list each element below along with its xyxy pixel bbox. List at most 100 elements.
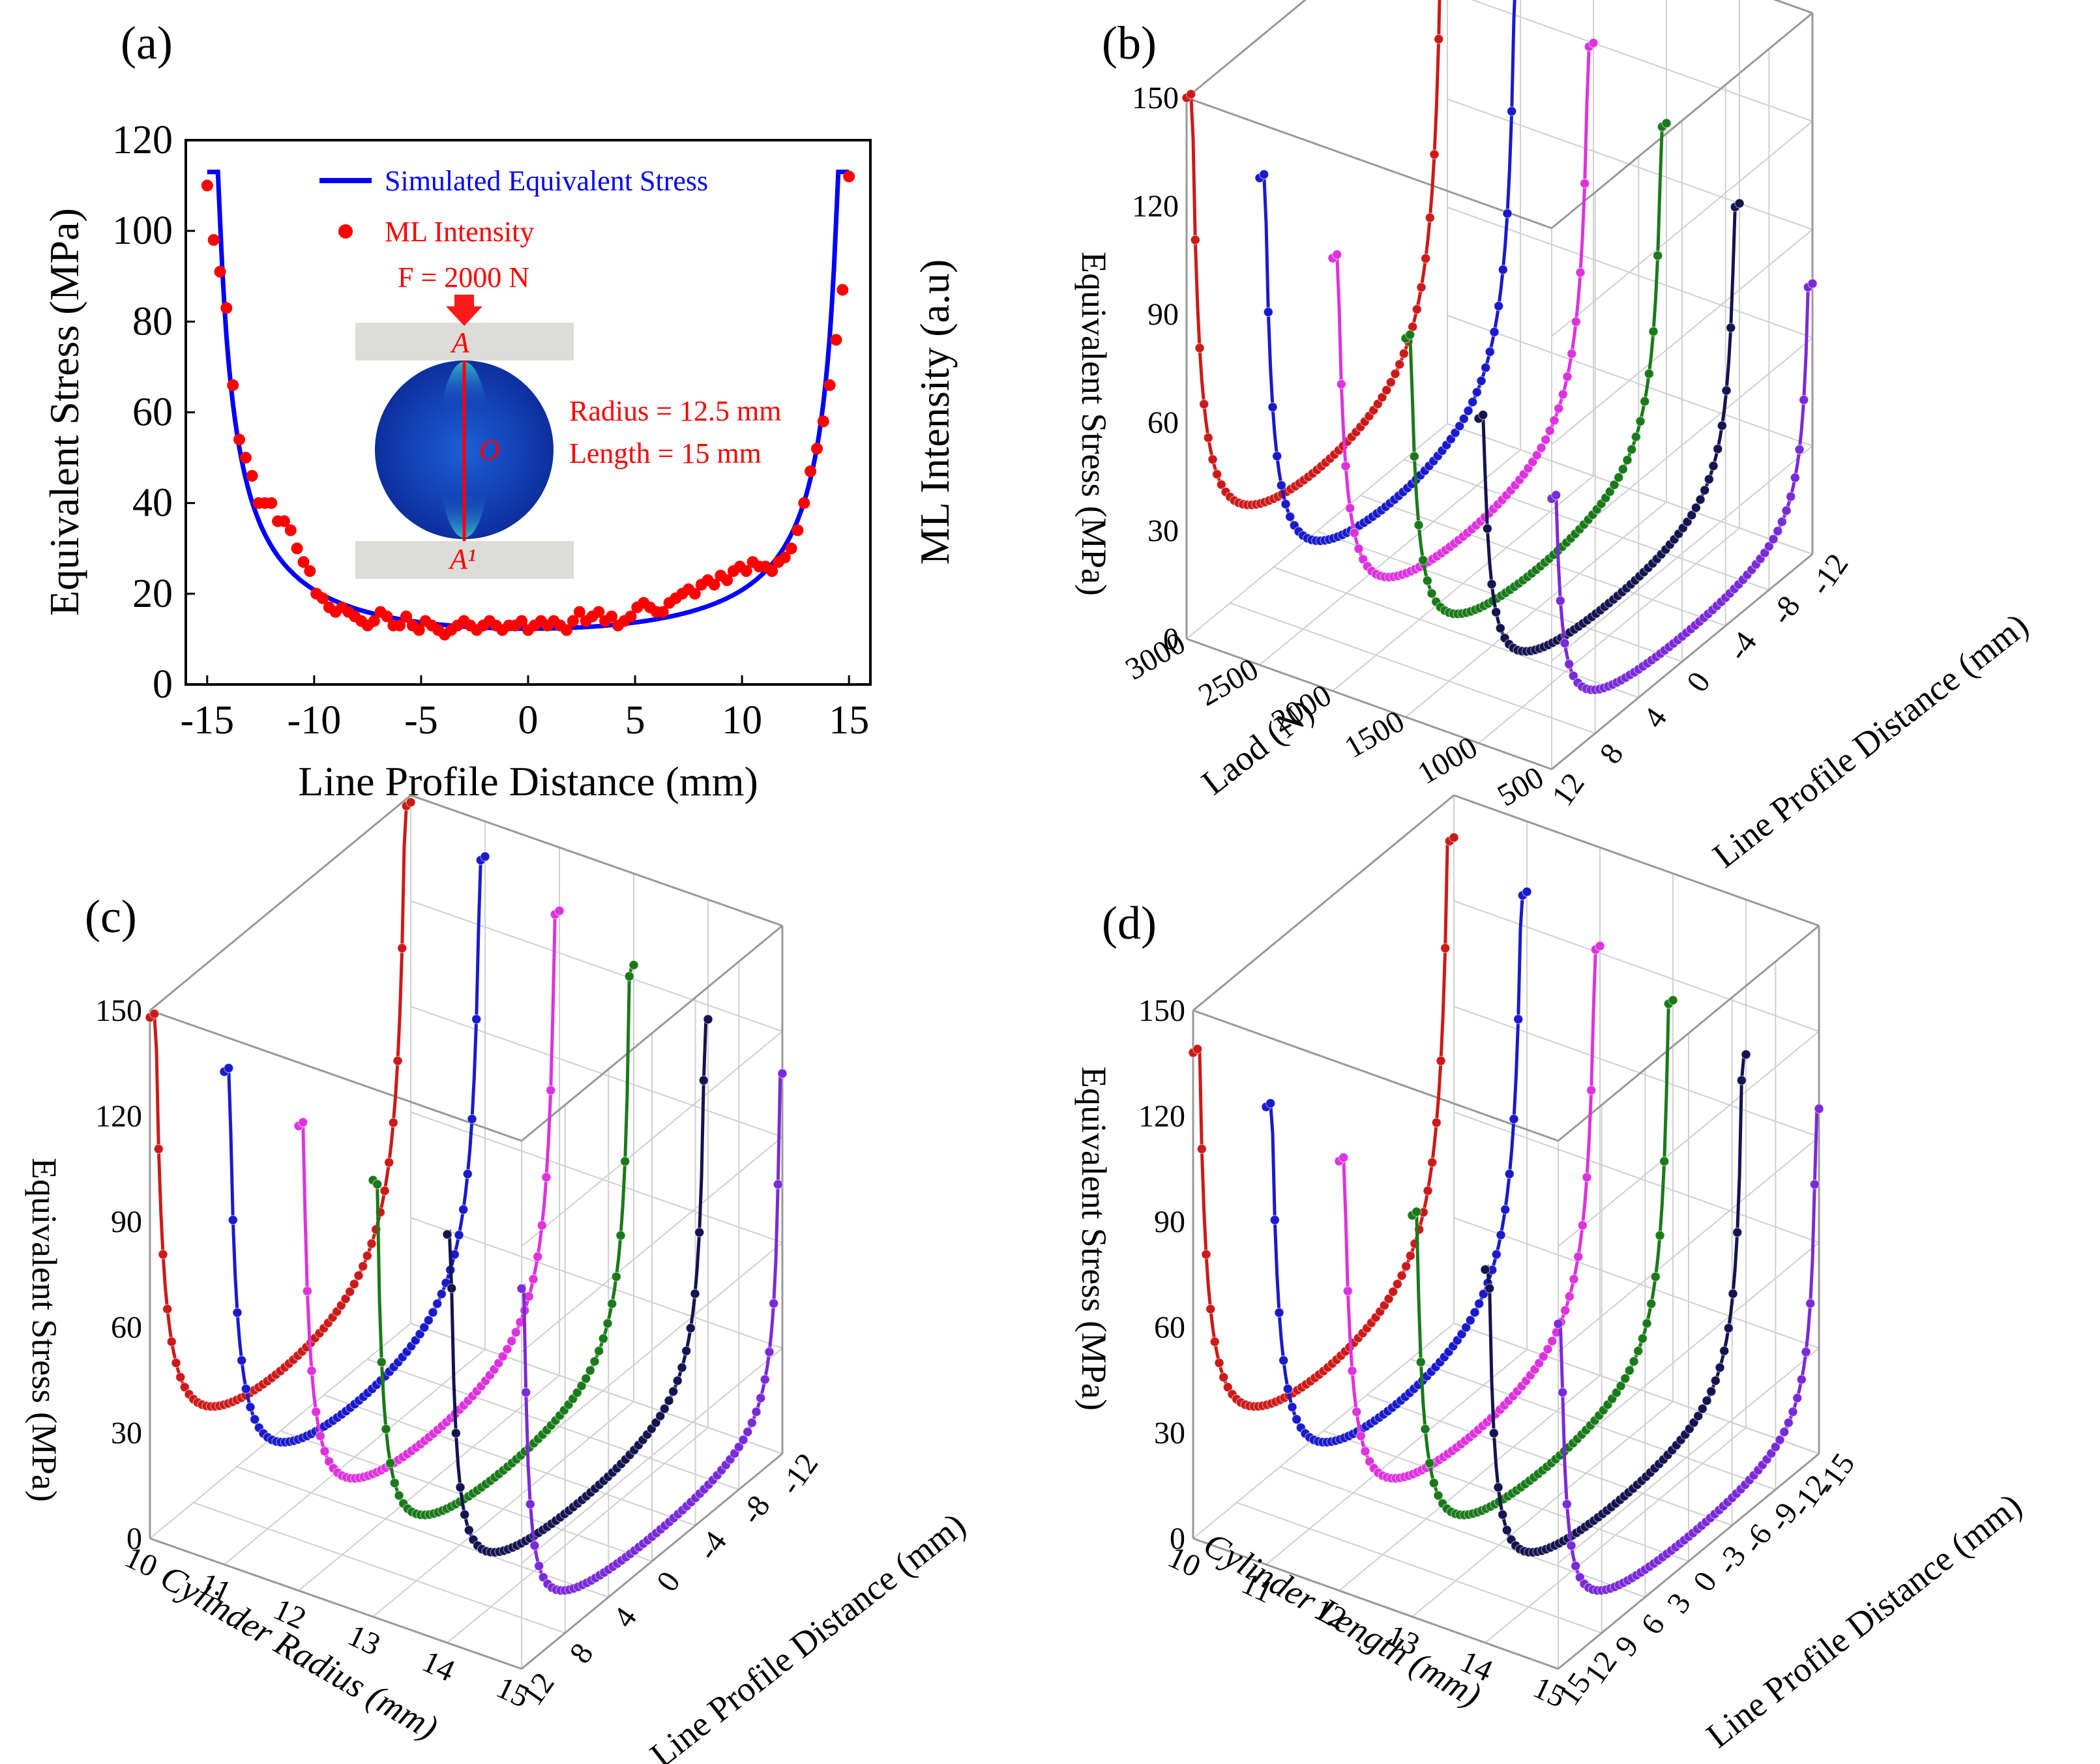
- ml-intensity-point: [778, 551, 791, 564]
- series-curve: [1188, 832, 1459, 1412]
- param-tick-label: 14: [417, 1644, 460, 1688]
- series-point: [554, 905, 565, 916]
- series-point: [389, 1478, 400, 1488]
- series-point: [1480, 1264, 1490, 1275]
- stress-tick-label: 0: [126, 1521, 142, 1556]
- series-point: [1280, 499, 1291, 509]
- series-point: [1726, 323, 1736, 333]
- series-point: [1814, 1104, 1824, 1114]
- series-line: [1258, 0, 1516, 543]
- series-point: [1642, 1318, 1652, 1329]
- series-point: [394, 1490, 404, 1501]
- series-point: [1493, 1482, 1503, 1493]
- ml-intensity-point: [606, 610, 617, 623]
- series-point: [175, 1372, 186, 1383]
- series-point: [751, 1407, 762, 1417]
- inset-diagram: F = 2000 N A O A¹ Radius = 12.5 mm Lengt…: [355, 261, 782, 579]
- bottom-platen: [355, 541, 574, 579]
- ml-intensity-point: [317, 592, 329, 604]
- profile-tick-label: 3: [1661, 1587, 1698, 1619]
- ml-intensity-point: [657, 606, 669, 618]
- series-point: [1721, 385, 1732, 396]
- d-xlabel: Cylinder Length (mm): [1197, 1524, 1488, 1714]
- series-point: [1463, 405, 1473, 416]
- series-point: [1421, 253, 1431, 264]
- series-point: [681, 1345, 692, 1356]
- grid-line: [1453, 1323, 1820, 1454]
- stress-tick-label: 120: [95, 1099, 142, 1134]
- series-point: [1470, 1307, 1480, 1317]
- series-point: [1263, 307, 1273, 317]
- series-point: [1653, 250, 1663, 261]
- series-point: [349, 1279, 359, 1289]
- series-point: [1633, 1345, 1644, 1356]
- stress-tick-label: 0: [1163, 622, 1179, 656]
- stress-tick-label: 150: [1132, 81, 1179, 115]
- series-point: [1481, 362, 1491, 373]
- series-curve: [442, 1014, 713, 1557]
- series-point: [1693, 1411, 1704, 1421]
- series-point: [703, 1014, 713, 1025]
- series-point: [1558, 389, 1568, 400]
- axis-line: [1192, 794, 1455, 1012]
- series-point: [1455, 420, 1465, 432]
- ml-intensity-point: [785, 542, 797, 555]
- series-point: [372, 1179, 383, 1190]
- profile-tick-label: -8: [1764, 590, 1807, 631]
- series-point: [690, 1288, 700, 1299]
- series-point: [1509, 1113, 1519, 1125]
- series-point: [1569, 1274, 1579, 1284]
- series-point: [1358, 554, 1368, 565]
- series-point: [1496, 1229, 1506, 1241]
- series-point: [1428, 1478, 1439, 1488]
- series-point: [1285, 512, 1295, 522]
- ml-intensity-point: [740, 565, 752, 577]
- series-point: [1622, 455, 1633, 465]
- series-point: [250, 1414, 260, 1424]
- series-point: [1196, 1143, 1207, 1154]
- series-point: [1640, 396, 1650, 407]
- grid-line: [1273, 566, 1639, 698]
- series-point: [1543, 1344, 1553, 1355]
- series-point: [1536, 443, 1546, 453]
- stress-tick-label: 120: [1138, 1099, 1185, 1134]
- grid-line: [410, 1323, 783, 1454]
- series-point: [1566, 1540, 1576, 1551]
- a-ytick-label: 100: [112, 209, 173, 253]
- series-point: [1347, 1366, 1357, 1376]
- series-point: [1382, 385, 1392, 396]
- series-point: [1571, 316, 1581, 327]
- series-point: [1276, 480, 1286, 491]
- series-point: [1436, 1055, 1446, 1066]
- series-point: [1783, 1417, 1794, 1428]
- series-point: [1541, 434, 1551, 445]
- series-point: [1736, 1075, 1747, 1085]
- series-point: [353, 1271, 364, 1281]
- series-point: [1609, 480, 1619, 490]
- series-point: [541, 1172, 552, 1183]
- ml-intensity-point: [214, 265, 226, 278]
- series-point: [319, 1446, 330, 1456]
- axis-line: [149, 794, 411, 1012]
- series-point: [1560, 638, 1570, 649]
- series-point: [1360, 1446, 1370, 1456]
- series-curve: [1407, 995, 1678, 1520]
- param-tick-label: 2500: [1192, 652, 1264, 713]
- param-tick-label: 13: [343, 1618, 386, 1662]
- ml-intensity-point: [811, 443, 823, 455]
- ml-intensity-point: [625, 610, 637, 623]
- series-point: [1501, 1525, 1512, 1535]
- series-curve: [368, 960, 639, 1520]
- b-ylabel: Equivalent Stress (MPa): [1074, 252, 1114, 596]
- series-point: [451, 1428, 461, 1439]
- series-point: [1697, 1404, 1708, 1414]
- panel-label-d: (d): [1102, 897, 1157, 949]
- series-point: [1205, 1304, 1216, 1314]
- grid-line: [410, 1217, 783, 1349]
- series-point: [594, 1345, 604, 1356]
- ml-intensity-point: [516, 615, 528, 627]
- profile-tick-label: 0: [650, 1565, 687, 1598]
- series-point: [1531, 450, 1542, 460]
- axis-line: [521, 924, 783, 1142]
